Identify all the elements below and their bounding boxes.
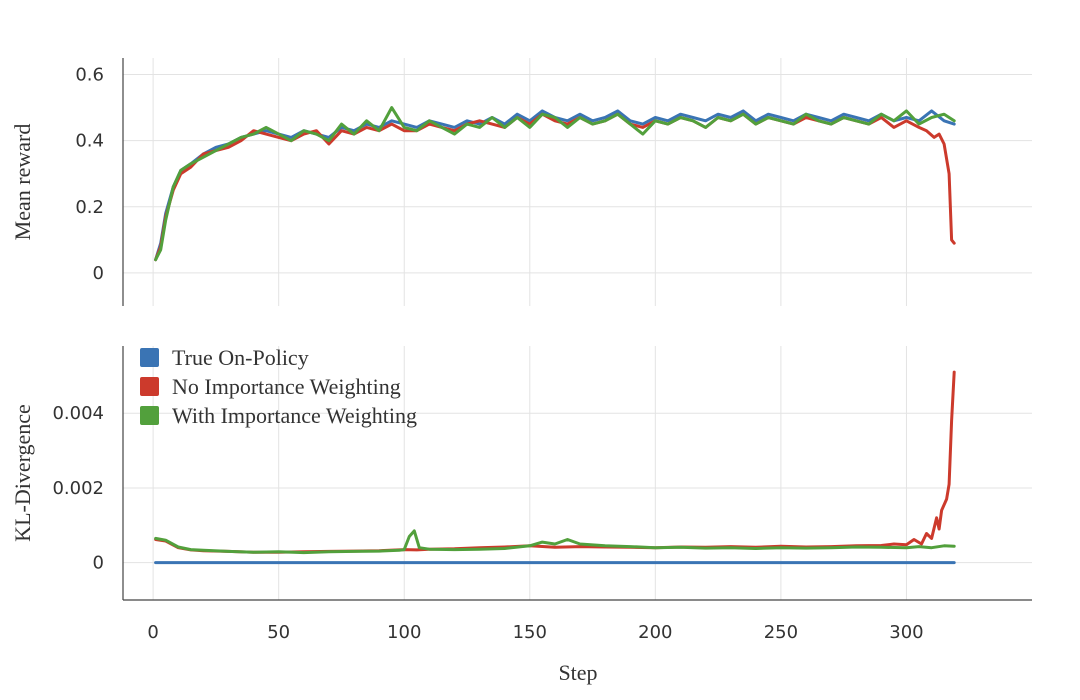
legend-label-true-on-policy: True On-Policy	[172, 345, 309, 370]
reward-y-tick-labels: 0 0.2 0.4 0.6	[75, 65, 104, 284]
legend-item-with-importance-weighting: With Importance Weighting	[140, 403, 417, 428]
kl-panel: 0 0.002 0.004 0 50 100 150 200 250 300 KL-Diverg…	[10, 346, 1032, 685]
kl-x-tick-label: 200	[638, 622, 672, 643]
kl-x-tick-label: 50	[267, 622, 290, 643]
reward-series-with-importance-weighting	[154, 106, 956, 262]
kl-x-tick-label: 300	[889, 622, 923, 643]
kl-y-tick-label: 0	[93, 553, 104, 574]
reward-y-tick-label: 0.2	[75, 197, 104, 218]
reward-gridlines	[123, 58, 1032, 306]
kl-series-with-importance-weighting	[154, 529, 956, 555]
reward-series-no-importance-weighting	[154, 112, 956, 262]
reward-y-tick-label: 0	[93, 263, 104, 284]
reward-series-lines	[154, 106, 956, 262]
legend: True On-Policy No Importance Weighting W…	[140, 345, 417, 428]
reward-series-true-on-policy	[154, 109, 956, 262]
legend-label-with-importance-weighting: With Importance Weighting	[172, 403, 417, 428]
reward-panel: 0 0.2 0.4 0.6 Mean reward	[10, 58, 1032, 306]
kl-x-tick-labels: 0 50 100 150 200 250 300	[147, 622, 923, 643]
legend-item-no-importance-weighting: No Importance Weighting	[140, 374, 401, 399]
kl-x-tick-label: 150	[513, 622, 547, 643]
kl-x-tick-label: 250	[764, 622, 798, 643]
legend-swatch-true-on-policy	[140, 348, 159, 367]
kl-y-tick-label: 0.002	[52, 478, 104, 499]
kl-y-axis-title: KL-Divergence	[10, 404, 35, 542]
kl-series-lines	[154, 370, 956, 565]
kl-x-tick-label: 0	[147, 622, 158, 643]
kl-y-tick-labels: 0 0.002 0.004	[52, 403, 104, 573]
reward-y-tick-label: 0.6	[75, 65, 104, 86]
reward-y-axis-title: Mean reward	[10, 124, 35, 241]
kl-series-no-importance-weighting	[154, 370, 956, 554]
legend-swatch-with-importance-weighting	[140, 406, 159, 425]
kl-y-tick-label: 0.004	[52, 403, 104, 424]
legend-item-true-on-policy: True On-Policy	[140, 345, 309, 370]
x-axis-title: Step	[558, 660, 597, 685]
legend-swatch-no-importance-weighting	[140, 377, 159, 396]
reward-y-tick-label: 0.4	[75, 131, 104, 152]
legend-label-no-importance-weighting: No Importance Weighting	[172, 374, 401, 399]
kl-x-tick-label: 100	[387, 622, 421, 643]
